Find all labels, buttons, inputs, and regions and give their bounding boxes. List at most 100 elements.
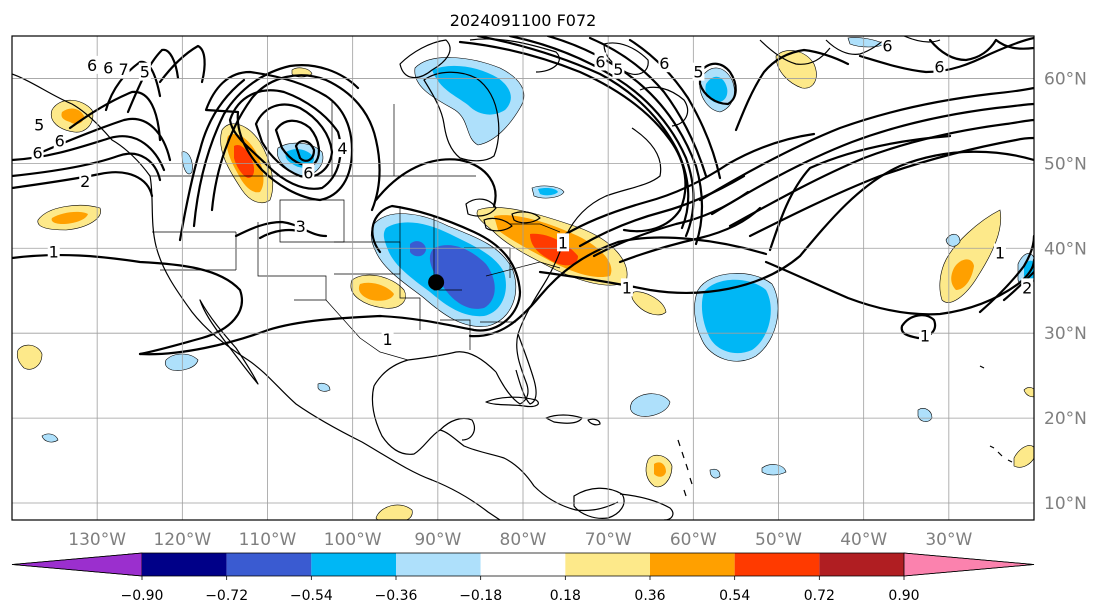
figure-title: 2024091100 F072 [450,11,597,30]
colorbar-label: 0.18 [550,588,581,604]
contour-label: 6 [303,164,313,183]
contour-label-bg [138,62,151,81]
contour-line [104,60,162,112]
shade-light-blue [761,464,787,476]
contour-label: 6 [55,131,65,150]
contour-line [68,90,162,142]
contour-line [254,103,334,178]
contour-line [900,314,937,340]
contour-label-bg [993,243,1006,262]
colorbar-extend-low [11,552,143,577]
colorbar-label: −0.54 [290,588,333,604]
contour-label-bg [102,58,115,77]
contour-label-bg [1021,278,1034,297]
contour-line [178,78,246,242]
colorbar-label: −0.90 [121,588,164,604]
contour-line [698,86,1034,202]
contour-line [374,158,497,208]
contour-label-bg [302,163,315,182]
lon-tick-label: 100°W [324,530,382,550]
contour-label: 5 [693,63,703,82]
contour-line [458,40,687,233]
contour-label: 1 [49,243,59,262]
contour-line [628,38,722,180]
contour-line [1002,270,1034,302]
shade-yellow [631,291,667,316]
contour-line [12,253,243,356]
contour-line [768,134,952,252]
colorbar: −0.90 −0.72 −0.54 −0.36 −0.18 0.18 0.36 0.54 0.7… [11,552,1035,604]
shade-yellow [1023,387,1034,398]
contour-line [734,48,850,132]
contour-label-bg [117,60,130,79]
colorbar-segment [565,553,650,576]
contour-line [588,36,708,178]
contour-label: 6 [882,36,892,55]
contour-line [748,136,1034,238]
contour-label: 6 [934,58,944,77]
lon-tick-label: 130°W [68,530,126,550]
coastlines [12,36,1013,520]
colorbar-segment [311,553,396,576]
colorbar-segment [396,553,481,576]
shade-yellow [1013,445,1034,468]
contour-label: 2 [80,172,90,191]
contour-line [294,140,316,162]
contour-label-bg [47,242,60,261]
contour-line [138,204,522,356]
colorbar-label: 0.72 [804,588,835,604]
shade-light-blue [41,433,59,443]
lon-tick-label: 60°W [670,530,717,550]
contour-label-bg [918,326,931,345]
shade-yellow [375,504,413,520]
contour-label-bg [31,143,44,162]
map-frame [11,35,1035,521]
contour-line [468,236,768,338]
shade-orange [654,462,666,477]
shade-blue [432,65,511,115]
contour-line [710,102,1034,216]
contour-label: 2 [1022,278,1032,297]
shade-blue [538,188,558,196]
contour-label: 1 [622,278,632,297]
contour-label: 5 [34,115,44,134]
contour-line [994,38,1034,50]
contour-line [204,70,354,202]
colorbar-segment [650,553,735,576]
colorbar-segment [819,553,904,576]
contour-label: 1 [995,244,1005,263]
contour-label-bg [612,60,625,79]
contour-line [476,36,690,230]
contour-line [698,62,737,106]
lon-tick-label: 50°W [755,530,802,550]
contour-label: 1 [920,327,930,346]
lon-tick-label: 30°W [925,530,972,550]
contour-line [928,38,998,62]
lat-tick-label: 60°N [1044,69,1087,89]
contour-line [978,234,1034,314]
colorbar-extend-high [903,552,1035,577]
latitude-tick-labels: 10°N 20°N 30°N 40°N 50°N 60°N [1044,69,1087,514]
colorbar-segment [226,553,312,576]
contour-label: 4 [337,139,347,158]
contour-label-bg [294,217,307,236]
colorbar-label: 0.90 [888,588,919,604]
contour-line [158,44,206,84]
colorbar-segment [142,553,227,576]
lon-tick-label: 70°W [585,530,632,550]
contour-label-bg [33,115,46,134]
shade-orange [951,259,974,290]
shade-blue [705,76,728,103]
lat-tick-label: 10°N [1044,494,1087,514]
contour-label: 6 [87,56,97,75]
colorbar-label: −0.18 [459,588,502,604]
contour-label-bg [692,62,705,81]
shade-orange [61,108,84,124]
contour-line [858,36,1034,74]
gridlines [12,36,1034,520]
shade-red [530,233,578,266]
lon-tick-label: 90°W [414,530,461,550]
contour-label-bg [86,55,99,74]
contour-label-bg [933,57,946,76]
